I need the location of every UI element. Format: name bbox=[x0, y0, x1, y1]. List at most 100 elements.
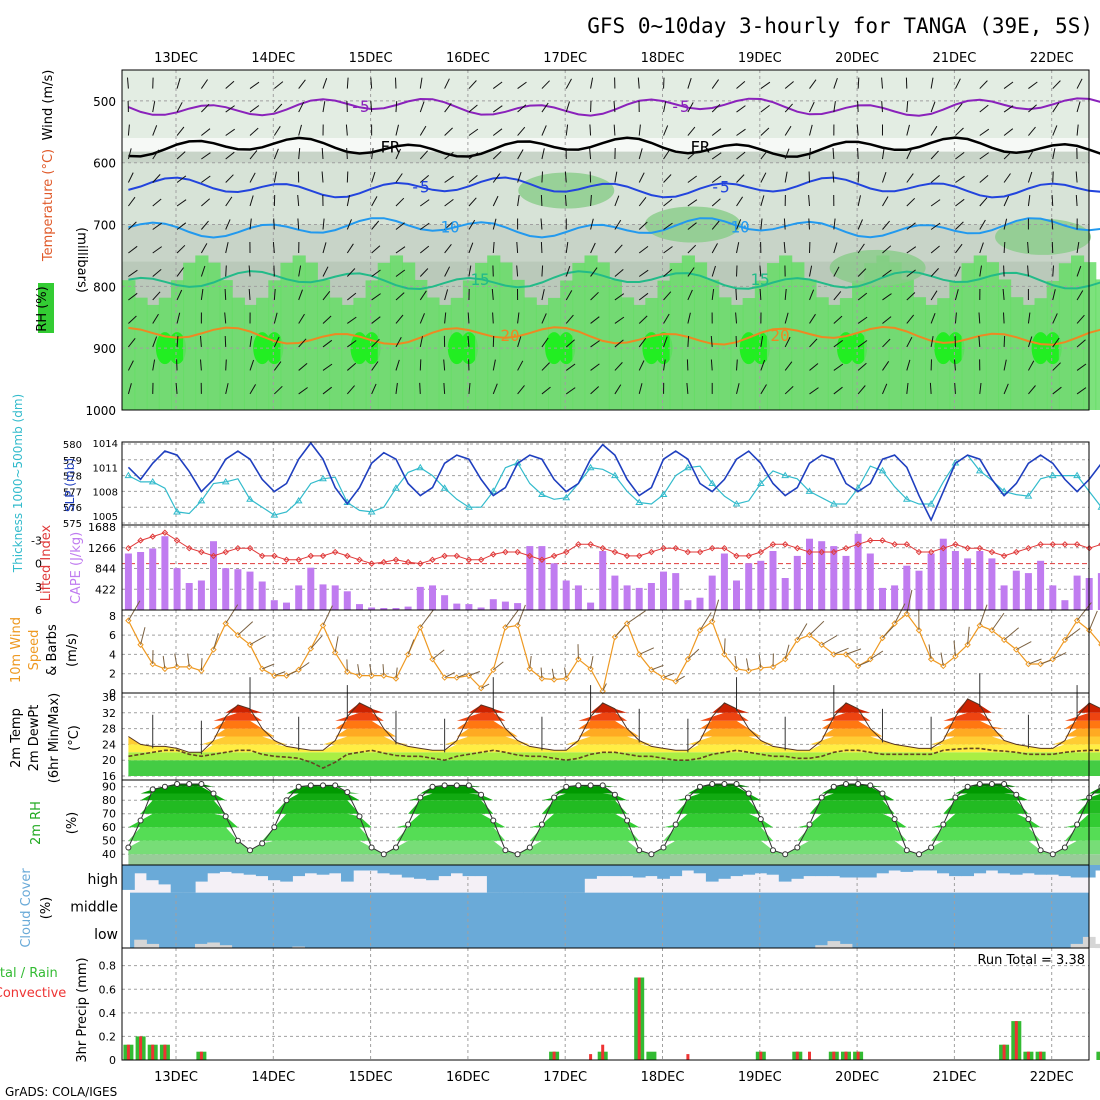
cape-bar bbox=[222, 568, 230, 610]
wind-speed-point bbox=[210, 646, 217, 653]
lifted-index-point bbox=[465, 556, 473, 563]
cloud-row-label: low bbox=[94, 927, 118, 943]
lifted-index-point bbox=[879, 537, 886, 544]
lifted-index-point bbox=[429, 556, 436, 563]
high-cloud-bar bbox=[1095, 865, 1100, 871]
wind-barb bbox=[444, 175, 454, 183]
slp-line bbox=[127, 441, 1100, 522]
wind-barb bbox=[237, 621, 254, 636]
wind-legend-label: 10m Wind bbox=[9, 617, 24, 683]
wind-barb bbox=[1003, 105, 1014, 113]
wind-barb bbox=[1027, 336, 1033, 348]
slp-tick: 1008 bbox=[93, 488, 118, 499]
wind-barb bbox=[407, 639, 415, 655]
cape-bar bbox=[939, 538, 947, 610]
humidity-band bbox=[128, 786, 1100, 794]
wind-barb bbox=[613, 101, 616, 113]
wind-barb bbox=[930, 313, 936, 324]
wind-barb bbox=[468, 152, 479, 160]
wind-barb bbox=[590, 77, 594, 89]
wind-barb bbox=[1052, 80, 1061, 89]
wind-barb bbox=[225, 242, 229, 254]
wind-barb bbox=[1028, 658, 1042, 665]
wind-barb bbox=[540, 667, 543, 679]
wind-barb bbox=[322, 339, 333, 348]
wind-barb bbox=[321, 171, 324, 183]
high-cloud-bar bbox=[803, 865, 816, 877]
wind-barb bbox=[176, 102, 183, 113]
wind-barb bbox=[833, 386, 843, 395]
wind-barb bbox=[857, 385, 866, 395]
rh-moist-patch bbox=[995, 218, 1092, 255]
wind-barb bbox=[152, 174, 161, 183]
high-cloud-bar bbox=[754, 865, 768, 874]
chart-title: GFS 0~10day 3-hourly for TANGA (39E, 5S) bbox=[587, 14, 1093, 38]
humidity-point bbox=[745, 790, 752, 797]
wind-barb bbox=[687, 77, 692, 89]
dewpoint-legend-label: 2m DewPt bbox=[27, 705, 42, 772]
wind-speed-point bbox=[173, 663, 181, 671]
wind-barb bbox=[371, 316, 381, 324]
date-tick-bottom: 19DEC bbox=[738, 1070, 782, 1085]
wind-barb bbox=[1003, 218, 1008, 230]
wind-barb bbox=[297, 218, 300, 230]
wind-barb bbox=[881, 101, 883, 113]
wind-barb bbox=[127, 172, 134, 183]
cape-bar bbox=[562, 580, 570, 610]
wind-barb bbox=[541, 386, 551, 395]
convective-bar bbox=[151, 1044, 155, 1060]
high-cloud-bar bbox=[912, 865, 926, 871]
cape-bar bbox=[891, 585, 899, 610]
high-cloud-bar bbox=[1009, 865, 1023, 875]
rh-moist-cell bbox=[523, 297, 537, 410]
lifted-index-legend-label: Lifted Index bbox=[39, 524, 54, 601]
rh-moist-cell bbox=[292, 255, 306, 410]
wind-barb bbox=[444, 78, 450, 89]
wind-barb bbox=[540, 241, 543, 254]
wind-barb bbox=[225, 383, 229, 395]
lifted-index-point bbox=[1025, 544, 1032, 552]
high-cloud-bar bbox=[730, 865, 743, 877]
wind-barb bbox=[201, 103, 210, 113]
high-cloud-bar bbox=[681, 865, 695, 871]
wind-barb bbox=[201, 198, 211, 207]
wind-barb bbox=[638, 246, 649, 254]
wind-barb bbox=[347, 316, 357, 324]
wind-barb bbox=[1052, 102, 1060, 113]
dewpoint-line bbox=[128, 747, 1100, 769]
wind-barb bbox=[541, 289, 545, 301]
wind-barb bbox=[955, 221, 964, 230]
cape-bar bbox=[197, 580, 205, 610]
wind-barb bbox=[967, 626, 970, 645]
wind-barb bbox=[286, 670, 298, 677]
cape-bar bbox=[684, 600, 692, 610]
wind-barb bbox=[1003, 128, 1014, 136]
thickness-point bbox=[538, 490, 546, 498]
lifted-index-point bbox=[891, 541, 898, 548]
wind-barb bbox=[347, 292, 357, 301]
wind-barb bbox=[1027, 149, 1035, 160]
rh-moist-patch bbox=[829, 249, 926, 286]
wind-barb bbox=[784, 644, 790, 660]
wind-barb bbox=[1028, 104, 1037, 113]
cape-bar bbox=[806, 538, 813, 610]
wind-barb bbox=[322, 266, 329, 277]
wind-barb bbox=[517, 604, 526, 626]
high-cloud-bar bbox=[839, 865, 853, 878]
thickness-point bbox=[294, 496, 303, 504]
wind-barb bbox=[176, 335, 179, 347]
wind-barb bbox=[906, 148, 912, 160]
lifted-index-point bbox=[538, 556, 546, 563]
wind-barb bbox=[686, 382, 689, 394]
lifted-index-point bbox=[575, 541, 582, 548]
wind-barb bbox=[298, 338, 307, 348]
wind-barb bbox=[346, 385, 355, 395]
thickness-point bbox=[1000, 487, 1008, 494]
wind-barb bbox=[298, 148, 301, 160]
thickness-point bbox=[489, 487, 498, 494]
wind-barb bbox=[711, 265, 716, 277]
wind-barb bbox=[225, 359, 227, 371]
wind-barb bbox=[541, 362, 550, 371]
wind-barb bbox=[687, 244, 697, 254]
humidity-point bbox=[1061, 844, 1068, 851]
